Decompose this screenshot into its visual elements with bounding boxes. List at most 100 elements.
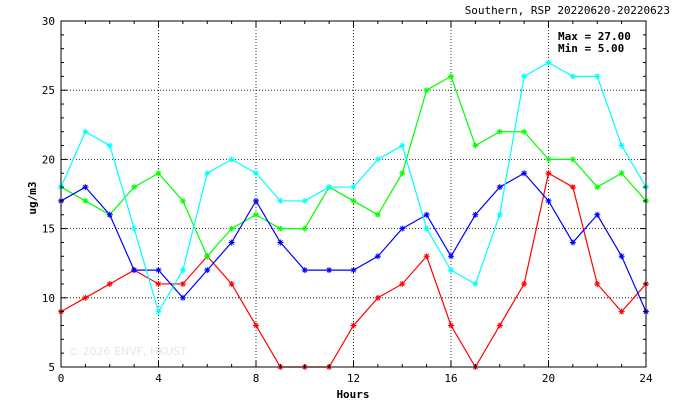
chart-title: Southern, RSP 20220620-20220623 [465,4,670,17]
data-point [594,184,601,191]
x-tick-label: 4 [155,372,162,385]
data-point [399,280,406,287]
data-point [399,170,406,177]
data-point [448,267,454,274]
data-point [399,142,406,149]
data-point [204,267,211,274]
data-point [569,239,576,246]
x-tick-label: 8 [253,372,260,385]
data-point [301,225,308,232]
data-point [374,253,381,260]
data-point [131,184,138,191]
data-point [179,280,186,287]
data-point [423,225,430,232]
data-point [472,211,479,218]
data-point [253,322,259,329]
series-line [60,75,647,258]
data-point [374,211,381,218]
y-tick-label: 25 [42,84,55,97]
data-point [131,225,138,232]
axis-ticks [60,20,647,368]
x-tick-label: 20 [542,372,555,385]
data-point [594,280,601,287]
data-point [472,142,479,149]
data-point [301,197,308,204]
data-point [496,322,503,329]
data-point [326,184,333,191]
data-point [618,170,625,177]
max-label: Max = 27.00 [558,30,631,43]
data-point [594,73,601,80]
data-point [277,239,284,246]
data-point [545,197,552,204]
data-point [521,73,528,80]
data-point [350,197,357,204]
data-point [423,211,430,218]
data-point [253,170,259,177]
data-point [228,225,235,232]
data-point [569,73,576,80]
series-4 [58,59,649,315]
series-layer [58,59,649,370]
data-point [179,267,186,274]
y-tick-label: 30 [42,15,55,28]
data-point [106,280,113,287]
data-point [350,267,357,274]
data-point [545,170,552,177]
data-point [131,267,138,274]
series-line [60,172,647,312]
data-point [618,142,625,149]
data-point [496,184,503,191]
y-tick-label: 10 [42,292,55,305]
data-point [228,239,235,246]
data-point [448,73,454,80]
data-point [155,280,162,287]
data-point [472,280,479,287]
tick-labels: 0 4 8 12 16 20 24 5 10 15 20 25 30 [42,15,653,385]
data-point [594,211,601,218]
x-axis-label: Hours [336,388,369,401]
data-point [350,184,357,191]
data-point [545,156,552,163]
data-point [374,294,381,301]
y-tick-label: 20 [42,153,55,166]
data-point [228,156,235,163]
data-point [82,184,89,191]
data-point [545,59,552,66]
data-point [253,197,259,204]
data-point [618,308,625,315]
data-point [204,253,211,260]
data-point [496,211,503,218]
x-tick-label: 16 [444,372,457,385]
min-label: Min = 5.00 [558,42,624,55]
data-point [496,128,503,135]
data-point [521,280,528,287]
data-point [277,197,284,204]
data-point [569,156,576,163]
data-point [423,253,430,260]
data-point [179,197,186,204]
data-point [155,267,162,274]
x-tick-label: 24 [639,372,653,385]
data-point [569,184,576,191]
grid-lines [61,21,646,367]
data-point [448,253,454,260]
data-point [423,87,430,94]
data-point [82,197,89,204]
data-point [179,294,186,301]
data-point [155,308,162,315]
y-tick-label: 5 [48,361,55,374]
data-point [399,225,406,232]
data-point [521,170,528,177]
data-point [301,267,308,274]
data-point [350,322,357,329]
watermark: © 2026 ENVF, HKUST [68,345,187,358]
data-point [448,322,454,329]
data-point [82,128,89,135]
x-tick-label: 12 [347,372,360,385]
data-point [155,170,162,177]
data-point [521,128,528,135]
series-3 [58,170,649,315]
data-point [326,267,333,274]
